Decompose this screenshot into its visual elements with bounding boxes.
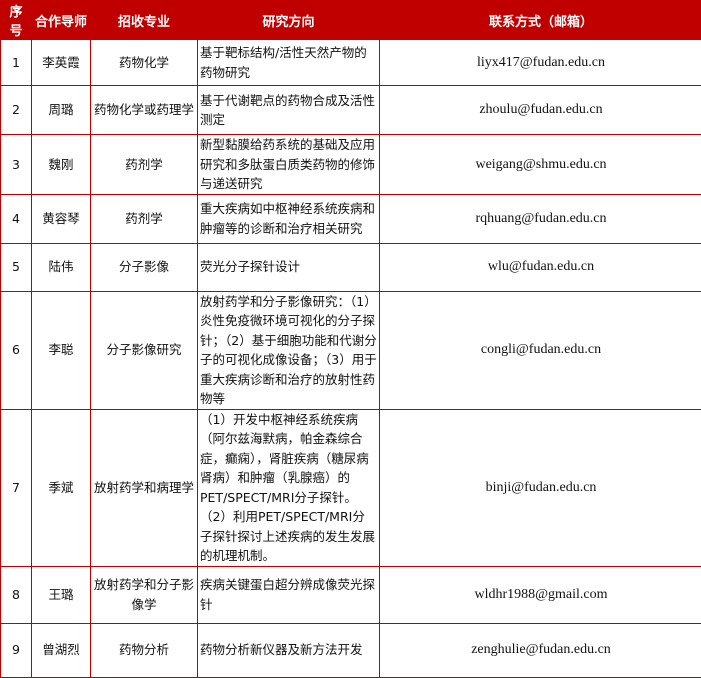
header-research: 研究方向	[198, 1, 380, 40]
header-index: 序号	[1, 1, 32, 40]
cell-supervisor: 魏刚	[32, 135, 91, 195]
cell-supervisor: 曾湖烈	[32, 623, 91, 677]
cell-research: （1）开发中枢神经系统疾病（阿尔兹海默病，帕金森综合症，癫痫），肾脏疾病（糖尿病…	[198, 409, 380, 566]
cell-major: 药物化学	[91, 40, 198, 86]
cell-email[interactable]: zenghulie@fudan.edu.cn	[380, 623, 701, 677]
cell-research: 基于代谢靶点的药物合成及活性测定	[198, 86, 380, 135]
cell-index: 4	[1, 194, 32, 243]
header-major: 招收专业	[91, 1, 198, 40]
cell-major: 分子影像	[91, 243, 198, 291]
cell-index: 7	[1, 409, 32, 566]
cell-index: 9	[1, 623, 32, 677]
cell-index: 5	[1, 243, 32, 291]
header-supervisor: 合作导师	[32, 1, 91, 40]
cell-email[interactable]: binji@fudan.edu.cn	[380, 409, 701, 566]
header-row: 序号 合作导师 招收专业 研究方向 联系方式（邮箱）	[1, 1, 701, 40]
cell-major: 药物分析	[91, 623, 198, 677]
header-contact: 联系方式（邮箱）	[380, 1, 701, 40]
cell-research: 荧光分子探针设计	[198, 243, 380, 291]
cell-research: 疾病关键蛋白超分辨成像荧光探针	[198, 566, 380, 623]
cell-supervisor: 周璐	[32, 86, 91, 135]
cell-research: 药物分析新仪器及新方法开发	[198, 623, 380, 677]
cell-supervisor: 季斌	[32, 409, 91, 566]
cell-email[interactable]: weigang@shmu.edu.cn	[380, 135, 701, 195]
cell-major: 放射药学和病理学	[91, 409, 198, 566]
cell-supervisor: 陆伟	[32, 243, 91, 291]
cell-email[interactable]: liyx417@fudan.edu.cn	[380, 40, 701, 86]
cell-supervisor: 王璐	[32, 566, 91, 623]
cell-email[interactable]: wldhr1988@gmail.com	[380, 566, 701, 623]
cell-supervisor: 李聪	[32, 291, 91, 409]
cell-index: 8	[1, 566, 32, 623]
cell-email[interactable]: wlu@fudan.edu.cn	[380, 243, 701, 291]
cell-major: 分子影像研究	[91, 291, 198, 409]
cell-supervisor: 李英霞	[32, 40, 91, 86]
cell-research: 新型黏膜给药系统的基础及应用研究和多肽蛋白质类药物的修饰与递送研究	[198, 135, 380, 195]
cell-research: 基于靶标结构/活性天然产物的药物研究	[198, 40, 380, 86]
cell-major: 放射药学和分子影像学	[91, 566, 198, 623]
cell-index: 3	[1, 135, 32, 195]
cell-major: 药剂学	[91, 194, 198, 243]
cell-email[interactable]: rqhuang@fudan.edu.cn	[380, 194, 701, 243]
cell-email[interactable]: congli@fudan.edu.cn	[380, 291, 701, 409]
cell-research: 重大疾病如中枢神经系统疾病和肿瘤等的诊断和治疗相关研究	[198, 194, 380, 243]
cell-supervisor: 黄容琴	[32, 194, 91, 243]
cell-major: 药物化学或药理学	[91, 86, 198, 135]
cell-research: 放射药学和分子影像研究：（1）炎性免疫微环境可视化的分子探针；（2）基于细胞功能…	[198, 291, 380, 409]
cell-index: 2	[1, 86, 32, 135]
cell-index: 1	[1, 40, 32, 86]
cell-index: 6	[1, 291, 32, 409]
cell-email[interactable]: zhoulu@fudan.edu.cn	[380, 86, 701, 135]
cell-major: 药剂学	[91, 135, 198, 195]
